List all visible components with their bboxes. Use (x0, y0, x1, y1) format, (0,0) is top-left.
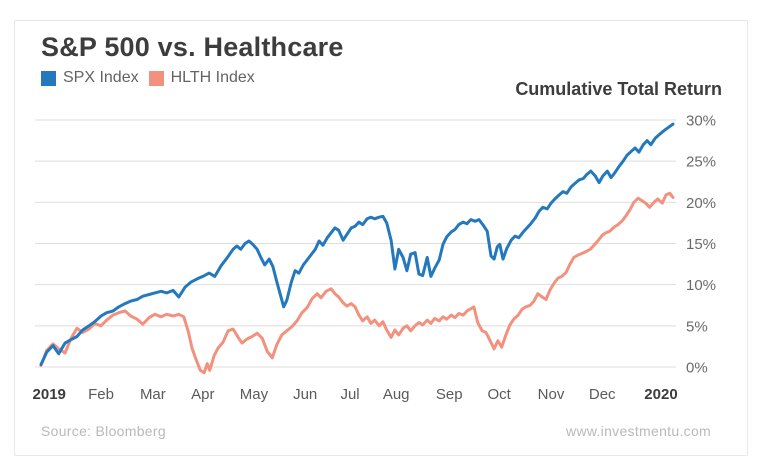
x-axis-label: Sep (436, 386, 463, 403)
legend-label-hlth: HLTH Index (170, 69, 255, 86)
x-axis-label: Aug (383, 386, 410, 403)
legend-item-spx: SPX Index (41, 69, 139, 87)
x-axis-label: Apr (191, 386, 214, 403)
legend-item-hlth: HLTH Index (148, 69, 255, 87)
chart-card: 0% 5% 10% 15% 20% 25% 30% 2019 Feb Mar Apr May Jun Ju… (14, 20, 748, 456)
y-axis-label: 20% (686, 195, 716, 212)
chart-title: S&P 500 vs. Healthcare (41, 32, 344, 62)
legend-label-spx: SPX Index (63, 69, 139, 86)
x-axis-label: May (240, 386, 269, 403)
x-axis-label: Jun (293, 386, 317, 403)
y-axis-title: Cumulative Total Return (515, 79, 722, 99)
chart-footer: Source: Bloomberg www.investmentu.com (41, 423, 711, 439)
x-axis-label: Jul (340, 386, 359, 403)
y-axis-label: 25% (686, 154, 716, 171)
legend: SPX Index HLTH Index (41, 69, 255, 87)
x-axis-label: Feb (88, 386, 114, 403)
source-credit: Source: Bloomberg (41, 423, 166, 439)
y-axis-label: 10% (686, 277, 716, 294)
y-axis-label: 5% (686, 318, 708, 335)
x-axis-label: Nov (538, 386, 565, 403)
spx-swatch-icon (41, 70, 56, 86)
x-axis-label: 2019 (33, 386, 66, 403)
y-axis-label: 15% (686, 236, 716, 253)
y-axis-label: 30% (686, 113, 716, 130)
chart-svg: 0% 5% 10% 15% 20% 25% 30% 2019 Feb Mar Apr May Jun Ju… (33, 113, 717, 403)
hlth-swatch-icon (148, 70, 164, 86)
x-axis-label: Mar (140, 386, 166, 403)
x-axis-label: Oct (488, 386, 512, 403)
x-axis-label: 2020 (644, 386, 677, 403)
x-axis-label: Dec (589, 386, 616, 403)
website-credit: www.investmentu.com (566, 423, 711, 439)
hlth-line (39, 191, 675, 375)
y-axis-label: 0% (686, 360, 708, 377)
spx-line (39, 122, 675, 366)
